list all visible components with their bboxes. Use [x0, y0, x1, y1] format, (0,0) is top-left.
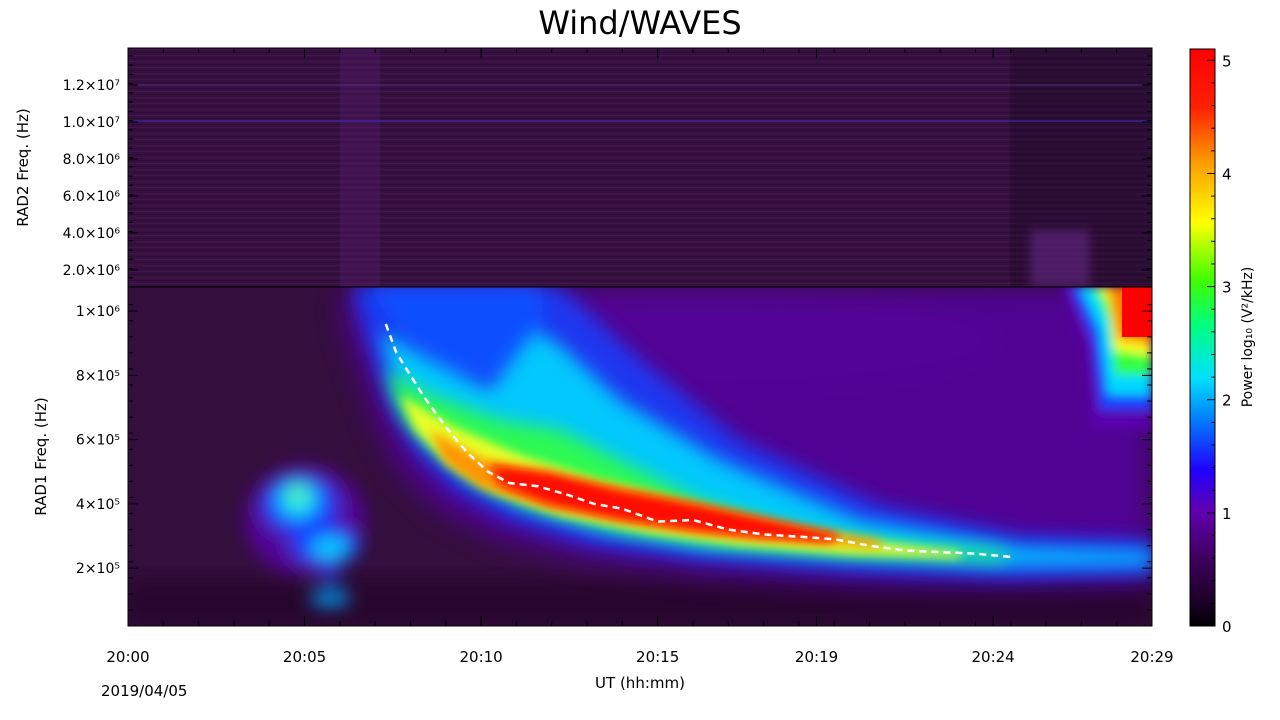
colorbar	[1189, 48, 1216, 627]
y-axis-label: RAD2 Freq. (Hz)	[14, 108, 32, 226]
x-tick-label: 20:29	[1130, 648, 1173, 666]
y-tick-label: 1×10⁶	[76, 304, 120, 320]
y-tick-label: 8.0×10⁶	[63, 152, 121, 168]
y-tick-label: 4×10⁵	[76, 497, 120, 513]
rad1-spectrogram	[128, 287, 1152, 626]
x-tick-label: 20:19	[795, 648, 838, 666]
y-tick-label: 2.0×10⁶	[63, 263, 121, 279]
y-tick-label: 1.0×10⁷	[63, 115, 120, 131]
y-tick-label: 6.0×10⁶	[63, 189, 121, 205]
y-tick-label: 4.0×10⁶	[63, 226, 121, 242]
colorbar-tick-label: 4	[1222, 165, 1232, 183]
x-tick-label: 20:05	[283, 648, 326, 666]
x-tick-label: 20:15	[636, 648, 679, 666]
colorbar-tick-label: 1	[1222, 505, 1232, 523]
y-tick-label: 1.2×10⁷	[63, 78, 120, 94]
y-axis-label: RAD1 Freq. (Hz)	[32, 397, 50, 515]
colorbar-label: Power log₁₀ (V²/kHz)	[1240, 267, 1256, 408]
colorbar-tick-label: 5	[1222, 52, 1232, 70]
rad2-spectrogram	[128, 48, 1152, 287]
date-label: 2019/04/05	[101, 682, 188, 700]
x-tick-label: 20:00	[106, 648, 149, 666]
x-tick-label: 20:24	[971, 648, 1014, 666]
colorbar-tick-label: 0	[1222, 618, 1232, 636]
y-tick-label: 6×10⁵	[76, 433, 120, 449]
x-tick-label: 20:10	[459, 648, 502, 666]
colorbar-tick-label: 2	[1222, 392, 1232, 410]
chart-title: Wind/WAVES	[538, 4, 742, 42]
y-tick-label: 8×10⁵	[76, 368, 120, 384]
colorbar-tick-label: 3	[1222, 279, 1232, 297]
y-tick-label: 2×10⁵	[76, 561, 120, 577]
x-axis-label: UT (hh:mm)	[595, 674, 685, 692]
